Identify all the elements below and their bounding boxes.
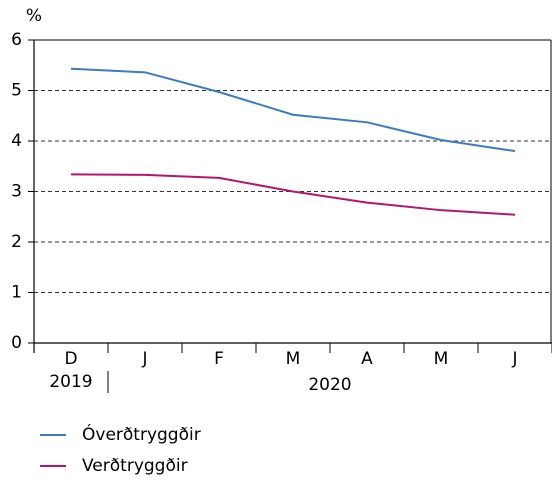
y-tick-label: 4 bbox=[11, 131, 22, 151]
year-label: 2019 bbox=[49, 372, 92, 392]
legend-label: Verðtryggðir bbox=[82, 456, 188, 476]
x-tick-label: J bbox=[511, 349, 517, 369]
y-tick-label: 1 bbox=[11, 283, 22, 303]
legend-label: Óverðtryggðir bbox=[82, 423, 201, 445]
x-tick-label: M bbox=[434, 349, 449, 369]
y-tick-label: 5 bbox=[11, 81, 22, 101]
y-axis-label: % bbox=[26, 6, 42, 26]
x-tick-label: M bbox=[286, 349, 301, 369]
y-tick-label: 3 bbox=[11, 182, 22, 202]
y-tick-label: 0 bbox=[11, 333, 22, 353]
x-tick-label: A bbox=[361, 349, 373, 369]
series-line bbox=[70, 67, 516, 153]
x-tick-label: D bbox=[64, 349, 77, 369]
x-tick-label: F bbox=[214, 349, 224, 369]
y-tick-label: 2 bbox=[11, 232, 22, 252]
year-label: 2020 bbox=[308, 375, 351, 395]
y-tick-label: 6 bbox=[11, 30, 22, 50]
x-tick-label: J bbox=[141, 349, 147, 369]
series-line bbox=[70, 173, 516, 216]
